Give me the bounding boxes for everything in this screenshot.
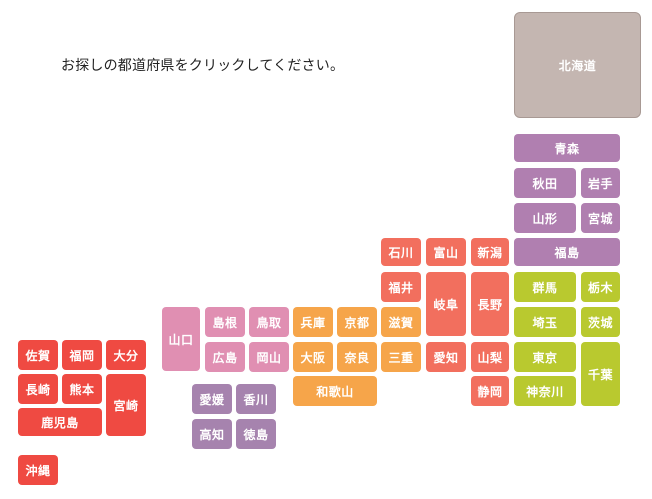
pref-hokkaido[interactable]: 北海道 <box>514 12 641 118</box>
pref-fukushima[interactable]: 福島 <box>514 238 620 266</box>
pref-ishikawa[interactable]: 石川 <box>381 238 421 266</box>
pref-ibaraki[interactable]: 茨城 <box>581 307 620 337</box>
pref-nagasaki[interactable]: 長崎 <box>18 374 58 404</box>
pref-shiga[interactable]: 滋賀 <box>381 307 421 337</box>
pref-yamagata[interactable]: 山形 <box>514 203 576 233</box>
pref-kyoto[interactable]: 京都 <box>337 307 377 337</box>
pref-okayama[interactable]: 岡山 <box>249 342 289 372</box>
pref-fukui[interactable]: 福井 <box>381 272 421 302</box>
pref-osaka[interactable]: 大阪 <box>293 342 333 372</box>
pref-aichi[interactable]: 愛知 <box>426 342 466 372</box>
pref-saitama[interactable]: 埼玉 <box>514 307 576 337</box>
pref-miyazaki[interactable]: 宮崎 <box>106 374 146 436</box>
pref-niigata[interactable]: 新潟 <box>471 238 509 266</box>
pref-akita[interactable]: 秋田 <box>514 168 576 198</box>
pref-okinawa[interactable]: 沖縄 <box>18 455 58 485</box>
pref-hyogo[interactable]: 兵庫 <box>293 307 333 337</box>
pref-toyama[interactable]: 富山 <box>426 238 466 266</box>
pref-hiroshima[interactable]: 広島 <box>205 342 245 372</box>
pref-chiba[interactable]: 千葉 <box>581 342 620 406</box>
pref-kochi[interactable]: 高知 <box>192 419 232 449</box>
pref-oita[interactable]: 大分 <box>106 340 146 370</box>
pref-wakayama[interactable]: 和歌山 <box>293 376 377 406</box>
pref-saga[interactable]: 佐賀 <box>18 340 58 370</box>
pref-gunma[interactable]: 群馬 <box>514 272 576 302</box>
pref-shizuoka[interactable]: 静岡 <box>471 376 509 406</box>
pref-kanagawa[interactable]: 神奈川 <box>514 376 576 406</box>
pref-aomori[interactable]: 青森 <box>514 134 620 162</box>
pref-tokushima[interactable]: 徳島 <box>236 419 276 449</box>
pref-gifu[interactable]: 岐阜 <box>426 272 466 336</box>
pref-kumamoto[interactable]: 熊本 <box>62 374 102 404</box>
pref-iwate[interactable]: 岩手 <box>581 168 620 198</box>
pref-yamanashi[interactable]: 山梨 <box>471 342 509 372</box>
pref-kagawa[interactable]: 香川 <box>236 384 276 414</box>
instruction-text: お探しの都道府県をクリックしてください。 <box>61 58 345 74</box>
pref-mie[interactable]: 三重 <box>381 342 421 372</box>
pref-fukuoka[interactable]: 福岡 <box>62 340 102 370</box>
pref-yamaguchi[interactable]: 山口 <box>162 307 200 371</box>
pref-kagoshima[interactable]: 鹿児島 <box>18 408 102 436</box>
pref-tokyo[interactable]: 東京 <box>514 342 576 372</box>
pref-tottori[interactable]: 鳥取 <box>249 307 289 337</box>
pref-tochigi[interactable]: 栃木 <box>581 272 620 302</box>
pref-ehime[interactable]: 愛媛 <box>192 384 232 414</box>
pref-nagano[interactable]: 長野 <box>471 272 509 336</box>
pref-shimane[interactable]: 島根 <box>205 307 245 337</box>
pref-miyagi[interactable]: 宮城 <box>581 203 620 233</box>
pref-nara[interactable]: 奈良 <box>337 342 377 372</box>
